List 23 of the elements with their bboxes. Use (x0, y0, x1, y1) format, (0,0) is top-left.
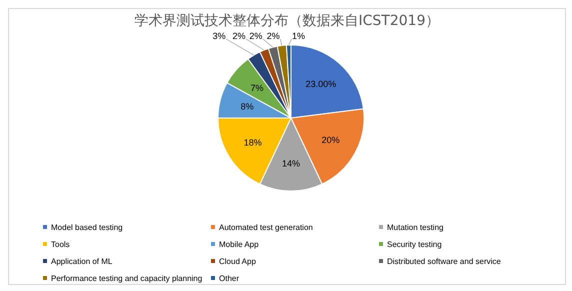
data-label: 20% (322, 134, 340, 145)
chart-title: 学术界测试技术整体分布（数据来自ICST2019） (134, 12, 440, 30)
data-label: 3% (212, 31, 226, 41)
legend-label: Automated test generation (219, 222, 313, 232)
legend-label: Performance testing and capacity planning (51, 274, 202, 282)
legend-label: Application of ML (51, 256, 112, 266)
legend-label: Mobile App (219, 240, 259, 248)
data-label: 14% (282, 158, 300, 168)
data-label: 7% (250, 83, 264, 94)
legend-label: Model based testing (51, 222, 123, 232)
data-label: 18% (244, 137, 262, 148)
legend-label: Tools (51, 240, 70, 248)
data-label: 1% (292, 31, 306, 41)
legend-label: Cloud App (219, 256, 256, 266)
legend-label: Security testing (387, 240, 442, 248)
data-label: 8% (240, 102, 254, 112)
data-label: 2% (249, 31, 262, 41)
data-label: 2% (232, 31, 246, 41)
data-label: 2% (266, 31, 280, 41)
legend-label: Distributed software and service (387, 256, 501, 266)
legend-label: Mutation testing (387, 222, 444, 232)
legend-label: Other (219, 274, 240, 282)
data-label: 23.00% (306, 79, 336, 90)
